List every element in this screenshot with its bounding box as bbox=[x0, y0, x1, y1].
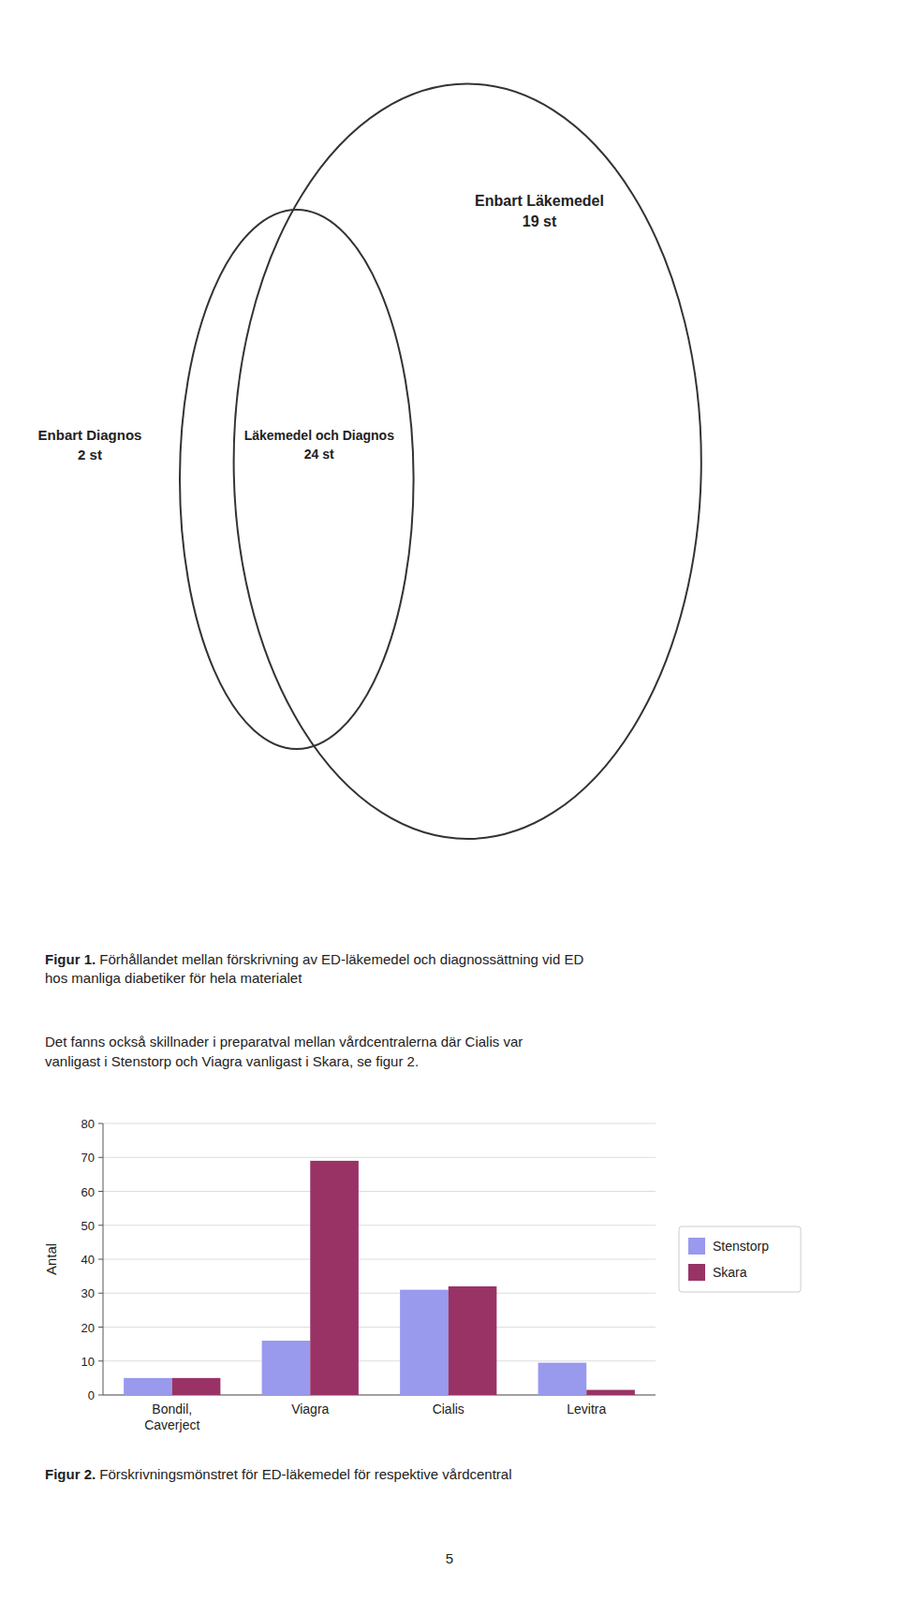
legend-swatch bbox=[688, 1237, 706, 1255]
y-tick bbox=[98, 1293, 104, 1295]
x-tick-label: Cialis bbox=[432, 1401, 465, 1417]
text-line: vanligast i Stenstorp och Viagra vanliga… bbox=[44, 1053, 419, 1070]
y-axis-label: Antal bbox=[43, 1243, 59, 1276]
venn-region-name: Enbart Diagnos bbox=[38, 427, 143, 443]
y-tick bbox=[98, 1123, 104, 1125]
venn-region-label: Enbart Diagnos 2 st bbox=[38, 427, 143, 463]
y-tick bbox=[98, 1191, 104, 1193]
text-line: Cialis bbox=[432, 1401, 465, 1417]
bars bbox=[123, 1161, 635, 1396]
y-tick bbox=[98, 1259, 104, 1261]
grid-line bbox=[103, 1157, 656, 1159]
venn-set-left bbox=[179, 209, 414, 750]
bar bbox=[309, 1161, 359, 1396]
legend-label: Stenstorp bbox=[712, 1238, 769, 1254]
caption: Figur 1. Förhållandet mellan förskrivnin… bbox=[44, 951, 584, 987]
text-line: Det fanns också skillnader i preparatval… bbox=[44, 1033, 523, 1050]
bar bbox=[399, 1290, 449, 1396]
y-tick-label: 60 bbox=[81, 1185, 95, 1200]
caption-text: hos manliga diabetiker för hela material… bbox=[44, 970, 303, 987]
text-line: Levitra bbox=[566, 1401, 606, 1417]
text-line: Caverject bbox=[144, 1417, 200, 1433]
venn-region-name: Läkemedel och Diagnos bbox=[244, 427, 395, 443]
x-tick-label: Levitra bbox=[566, 1401, 606, 1417]
legend-label: Skara bbox=[712, 1265, 748, 1281]
bar-chart: 0 10 20 30 40 50 60 70 80 Antal Bondil,Caverject Vi… bbox=[43, 1117, 801, 1433]
grid-line bbox=[103, 1224, 656, 1226]
bar bbox=[123, 1378, 173, 1396]
y-tick-label: 80 bbox=[81, 1117, 95, 1132]
grid-line bbox=[103, 1191, 656, 1193]
y-tick bbox=[98, 1395, 104, 1397]
venn-region-count: 24 st bbox=[304, 446, 335, 462]
caption-body: hos manliga diabetiker för hela material… bbox=[44, 970, 303, 987]
y-axis-line bbox=[103, 1123, 104, 1396]
grid-line bbox=[103, 1293, 656, 1295]
bar bbox=[586, 1390, 635, 1396]
x-tick-label: Bondil,Caverject bbox=[144, 1401, 200, 1433]
caption-body: Förskrivningsmönstret för ED-läkemedel f… bbox=[95, 1466, 512, 1483]
y-tick-label: 30 bbox=[81, 1286, 95, 1301]
bar bbox=[262, 1341, 311, 1396]
y-tick-label: 10 bbox=[81, 1355, 95, 1370]
page: {"chart_data": [ {"type": "venn", "categ… bbox=[0, 0, 899, 1600]
y-tick bbox=[98, 1360, 104, 1362]
y-tick-label: 70 bbox=[81, 1150, 95, 1165]
y-tick bbox=[98, 1224, 104, 1226]
venn-region-count: 19 st bbox=[522, 213, 558, 230]
y-tick bbox=[98, 1326, 104, 1328]
caption-lead: Figur 1. bbox=[44, 951, 96, 968]
page-number: 5 bbox=[445, 1550, 454, 1567]
text-line: Viagra bbox=[291, 1401, 329, 1417]
venn-diagram: Enbart Diagnos 2 st Läkemedel och Diagnos 2… bbox=[38, 84, 702, 840]
venn-region-label: Läkemedel och Diagnos 24 st bbox=[244, 427, 395, 462]
venn-region-name: Enbart Läkemedel bbox=[474, 192, 605, 209]
x-tick-label: Viagra bbox=[291, 1401, 329, 1417]
grid-line bbox=[103, 1123, 656, 1125]
caption-lead: Figur 2. bbox=[44, 1466, 96, 1483]
x-axis: Bondil,Caverject Viagra Cialis Levitra bbox=[144, 1401, 606, 1433]
y-axis: 0 10 20 30 40 50 60 70 80 bbox=[81, 1117, 104, 1403]
figure: Enbart Diagnos 2 st Läkemedel och Diagnos 2… bbox=[0, 0, 899, 1600]
venn-set-right bbox=[234, 84, 702, 840]
legend: Stenstorp Skara bbox=[678, 1226, 801, 1293]
legend-frame bbox=[678, 1226, 801, 1293]
caption-text: Figur 2. Förskrivningsmönstret för ED-lä… bbox=[44, 1466, 513, 1483]
bar bbox=[448, 1286, 498, 1396]
caption: Figur 2. Förskrivningsmönstret för ED-lä… bbox=[44, 1466, 513, 1483]
legend-swatch bbox=[688, 1264, 706, 1282]
bar bbox=[538, 1363, 588, 1396]
y-tick-label: 0 bbox=[88, 1388, 95, 1403]
y-tick-label: 50 bbox=[81, 1219, 95, 1234]
bar bbox=[172, 1378, 222, 1396]
y-tick-label: 40 bbox=[81, 1252, 95, 1268]
y-tick-label: 20 bbox=[81, 1321, 95, 1336]
grid-line bbox=[103, 1259, 656, 1261]
grid-line bbox=[103, 1360, 656, 1362]
text-line: Bondil, bbox=[151, 1401, 192, 1417]
venn-region-label: Enbart Läkemedel 19 st bbox=[474, 192, 605, 230]
grid-line bbox=[103, 1326, 656, 1328]
grid bbox=[103, 1123, 656, 1396]
venn-region-count: 2 st bbox=[77, 446, 103, 463]
y-tick bbox=[98, 1157, 104, 1159]
caption-body: Förhållandet mellan förskrivning av ED-l… bbox=[95, 951, 584, 968]
caption-text: Figur 1. Förhållandet mellan förskrivnin… bbox=[44, 951, 584, 968]
paragraph: Det fanns också skillnader i preparatval… bbox=[44, 1033, 523, 1070]
